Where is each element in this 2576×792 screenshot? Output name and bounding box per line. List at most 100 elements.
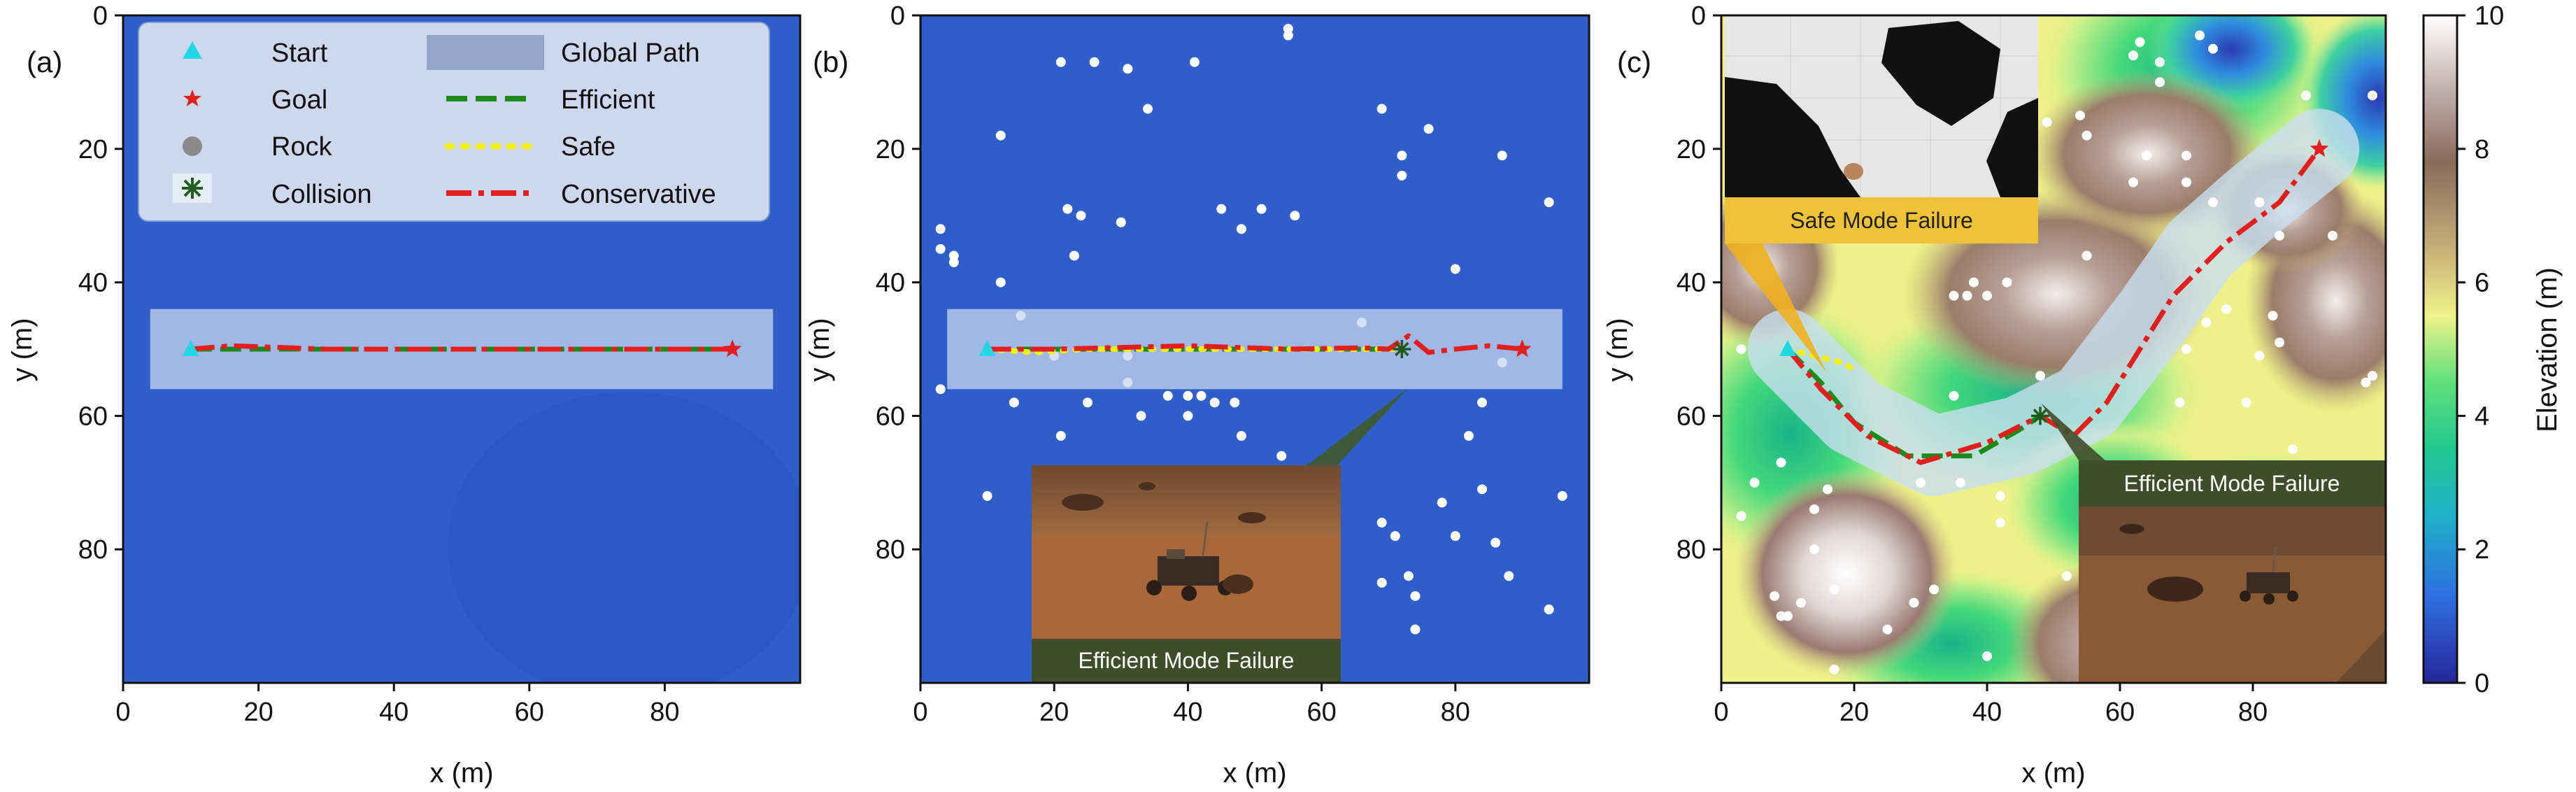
legend-item-rock: Rock: [183, 132, 333, 162]
rock-marker: [1929, 584, 1939, 595]
inset-pointer: [2041, 403, 2105, 460]
rock-marker: [1136, 411, 1146, 421]
x-axis-label: x (m): [429, 758, 493, 789]
y-tick-label: 80: [1677, 535, 1706, 565]
rock-marker: [1809, 544, 1819, 555]
rock-marker: [2135, 37, 2145, 48]
panel-label: (b): [813, 45, 848, 78]
legend-label: Global Path: [561, 38, 700, 68]
rock-marker: [2128, 50, 2138, 61]
rock-marker: [948, 257, 959, 267]
x-tick-label: 40: [379, 698, 408, 727]
rock-marker: [1949, 290, 1959, 301]
rock-marker: [1557, 490, 1567, 501]
rock-marker: [1982, 290, 1992, 301]
terrain-hill: [1735, 469, 1958, 679]
x-tick-label: 80: [650, 698, 679, 727]
rock-marker: [1477, 397, 1488, 408]
start-marker: [182, 340, 199, 356]
plot-frame: [919, 14, 1591, 684]
rock-marker: [2182, 344, 2191, 354]
rock-marker: [2082, 130, 2092, 141]
rock-marker: [935, 243, 946, 254]
rock-marker: [1162, 390, 1173, 401]
rock-marker: [2368, 90, 2377, 101]
circle-icon: [183, 136, 202, 156]
inset-caption-bar: [2079, 460, 2386, 507]
rock-marker: [1076, 211, 1086, 221]
colorbar: 0 2 4 6 8 10 Elevation (m): [2422, 1, 2563, 698]
x-tick-label: 60: [515, 698, 544, 727]
rock-marker: [1969, 277, 1979, 288]
rock-marker: [935, 224, 946, 234]
panel-b: Efficient Mode Failure 0 20 40 60 80 0 20 40 60 8…: [804, 1, 1591, 789]
rock-marker: [1290, 211, 1300, 221]
rock-marker: [2035, 371, 2045, 381]
inset-image: Efficient Mode Failure: [1032, 465, 1341, 683]
colorbar-gradient: [2422, 14, 2458, 684]
y-tick-label: 80: [78, 535, 108, 565]
rock-marker: [1736, 344, 1746, 354]
rock-marker: [1829, 664, 1840, 674]
inset-caption-bar: [1032, 639, 1341, 683]
y-tick-label: 0: [93, 1, 108, 31]
rock-marker: [2254, 351, 2265, 361]
legend-box: [138, 22, 770, 222]
legend-item-efficient: Efficient: [446, 85, 655, 115]
rock-marker: [1376, 104, 1387, 114]
rock-marker: [2208, 197, 2218, 208]
rock-marker: [2082, 250, 2092, 261]
rock-marker: [1410, 591, 1421, 601]
rock-marker: [2254, 197, 2265, 208]
legend-item-safe: Safe: [444, 132, 615, 162]
y-tick-label: 40: [78, 269, 108, 298]
y-tick-label: 0: [890, 1, 905, 31]
colorbar-tick-label: 6: [2475, 269, 2489, 298]
rock-marker: [1390, 531, 1400, 542]
rock-marker: [1283, 30, 1293, 41]
rock-marker: [2275, 337, 2284, 348]
x-tick-label: 20: [243, 698, 273, 727]
rock-marker: [1376, 518, 1387, 528]
inset-pointer: [1307, 389, 1407, 465]
x-tick-label: 0: [115, 698, 130, 727]
rock-marker: [2175, 397, 2185, 408]
rock-marker: [1497, 150, 1507, 161]
rock-marker: [1882, 624, 1893, 635]
rock-marker: [1143, 104, 1153, 114]
rock-marker: [1450, 531, 1460, 542]
colorbar-tick-label: 8: [2475, 135, 2489, 164]
inset-caption-bar: [1725, 197, 2038, 243]
rock-marker: [2002, 277, 2012, 288]
y-tick-label: 60: [1677, 402, 1706, 431]
rock-marker: [1982, 651, 1992, 661]
x-axis-label: x (m): [2021, 758, 2085, 789]
x-tick-label: 20: [1039, 698, 1069, 727]
global-path-band-area: [1747, 108, 2360, 496]
rock-marker: [2241, 397, 2251, 408]
panel-label: (a): [27, 45, 62, 78]
rock-marker: [1376, 577, 1387, 588]
rock-marker: [1397, 170, 1407, 181]
inset-caption: Efficient Mode Failure: [2124, 471, 2340, 496]
rock-marker: [1089, 57, 1100, 67]
marker-layer: [182, 339, 742, 358]
rock-marker: [2042, 117, 2052, 127]
inset-caption: Safe Mode Failure: [1790, 208, 1972, 233]
rock-marker: [2075, 111, 2085, 121]
y-tick-label: 40: [876, 269, 905, 298]
rock-marker: [1196, 390, 1207, 401]
legend-label: Start: [271, 38, 328, 68]
rock-marker: [1116, 217, 1126, 227]
goal-marker: [1513, 339, 1532, 358]
rock-marker: [995, 130, 1006, 141]
marker-layer: [979, 339, 1532, 358]
rock-marker: [2221, 304, 2231, 314]
goal-marker: [2310, 139, 2329, 157]
rock-marker: [1423, 124, 1434, 134]
colorbar-tick-label: 4: [2475, 402, 2489, 431]
rock-marker: [1776, 611, 1786, 621]
panel-a: 0 20 40 60 80 0 20 40 60 80 (a) x (m) y (m) Start…: [7, 1, 802, 789]
rock-marker: [1770, 591, 1779, 601]
